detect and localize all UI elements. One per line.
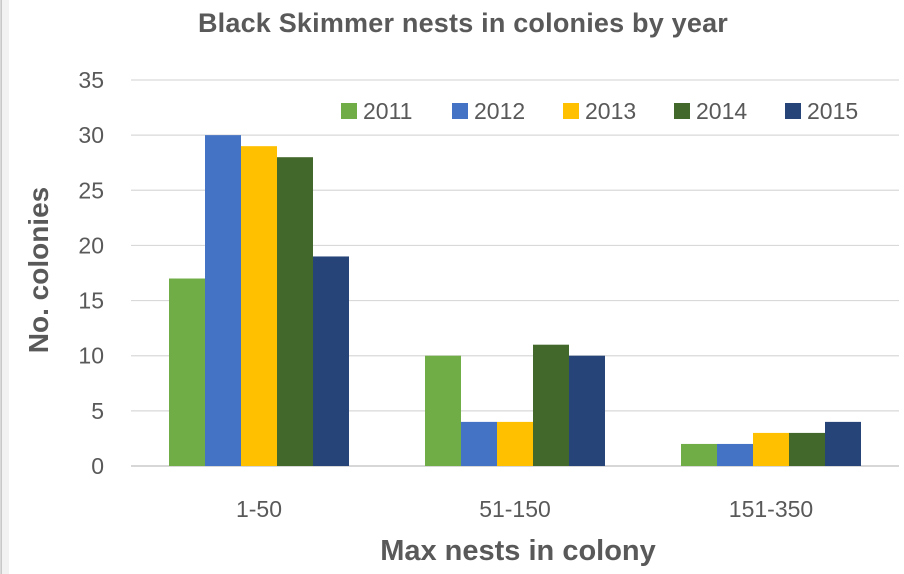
y-tick-label: 0 <box>91 453 104 479</box>
legend-item-2013: 2013 <box>563 98 636 124</box>
bar-2013-51-150 <box>497 421 533 466</box>
y-tick-label: 35 <box>78 67 104 93</box>
y-tick-labels: 0 5 10 15 20 25 30 35 <box>78 67 104 479</box>
bar-2015-151-350 <box>825 421 861 466</box>
legend-swatch <box>452 103 468 119</box>
legend-label: 2014 <box>696 98 747 124</box>
legend-swatch <box>563 103 579 119</box>
legend-item-2015: 2015 <box>785 98 858 124</box>
y-tick-label: 20 <box>78 232 104 258</box>
legend-label: 2013 <box>585 98 636 124</box>
legend-item-2012: 2012 <box>452 98 525 124</box>
legend-label: 2011 <box>363 98 412 124</box>
y-tick-label: 10 <box>78 343 104 369</box>
bars <box>169 135 861 466</box>
bar-2014-1-50 <box>277 157 313 466</box>
bar-2015-51-150 <box>569 355 605 466</box>
x-tick-label: 51-150 <box>479 496 551 522</box>
x-axis-label: Max nests in colony <box>380 535 656 567</box>
bar-2015-1-50 <box>313 256 349 466</box>
legend-label: 2012 <box>474 98 525 124</box>
legend-swatch <box>341 103 357 119</box>
x-tick-labels: 1-50 51-150 151-350 <box>236 496 813 522</box>
legend-swatch <box>674 103 690 119</box>
legend-label: 2015 <box>807 98 858 124</box>
bar-2013-1-50 <box>241 146 277 466</box>
y-tick-label: 30 <box>78 122 104 148</box>
bar-2012-151-350 <box>717 443 753 466</box>
bar-2014-151-350 <box>789 432 825 466</box>
bar-2012-51-150 <box>461 421 497 466</box>
bar-2013-151-350 <box>753 432 789 466</box>
y-tick-label: 25 <box>78 177 104 203</box>
legend: 2011 2012 2013 2014 2015 <box>341 98 858 124</box>
legend-item-2011: 2011 <box>341 98 412 124</box>
x-tick-label: 1-50 <box>236 496 282 522</box>
bar-2011-1-50 <box>169 278 205 466</box>
bar-2011-51-150 <box>425 355 461 466</box>
bar-2014-51-150 <box>533 344 569 466</box>
legend-item-2014: 2014 <box>674 98 747 124</box>
x-tick-label: 151-350 <box>729 496 813 522</box>
bar-2011-151-350 <box>681 443 717 466</box>
chart-title: Black Skimmer nests in colonies by year <box>197 8 729 38</box>
legend-swatch <box>785 103 801 119</box>
bar-2012-1-50 <box>205 135 241 466</box>
y-tick-label: 5 <box>91 398 104 424</box>
window-edge <box>1 0 9 574</box>
y-tick-label: 15 <box>78 288 104 314</box>
